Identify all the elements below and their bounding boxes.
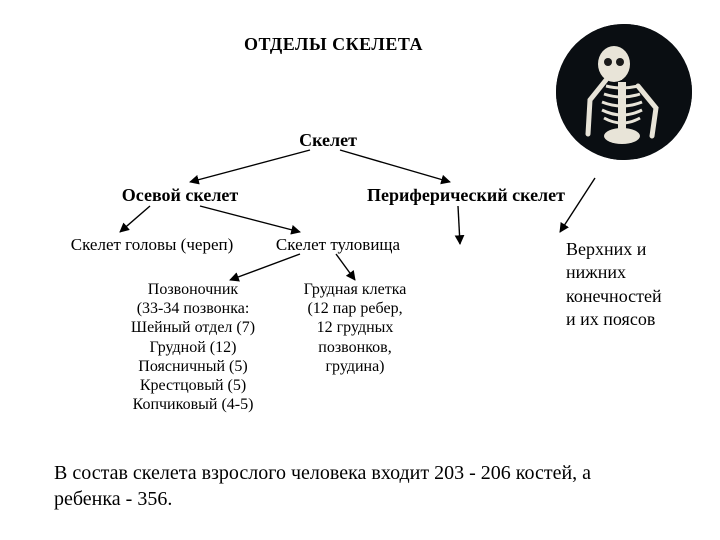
block-spine: Позвоночник (33-34 позвонка: Шейный отде… (108, 280, 278, 414)
block-chest: Грудная клетка (12 пар ребер, 12 грудных… (280, 280, 430, 376)
node-body-skeleton: Скелет туловища (258, 235, 418, 255)
slide: ОТДЕЛЫ СКЕЛЕТА Скелет Осевой скелет (0, 0, 720, 540)
node-peripheral: Периферический скелет (346, 185, 586, 206)
node-root: Скелет (288, 130, 368, 151)
node-axial: Осевой скелет (90, 185, 270, 206)
bottom-fact: В состав скелета взрослого человека вход… (54, 460, 654, 512)
node-head-skeleton: Скелет головы (череп) (52, 235, 252, 255)
slide-title: ОТДЕЛЫ СКЕЛЕТА (244, 34, 423, 55)
limbs-caption: Верхних и нижних конечностей и их поясов (566, 238, 706, 332)
skeleton-icon (556, 24, 692, 160)
skeleton-photo (556, 24, 692, 160)
